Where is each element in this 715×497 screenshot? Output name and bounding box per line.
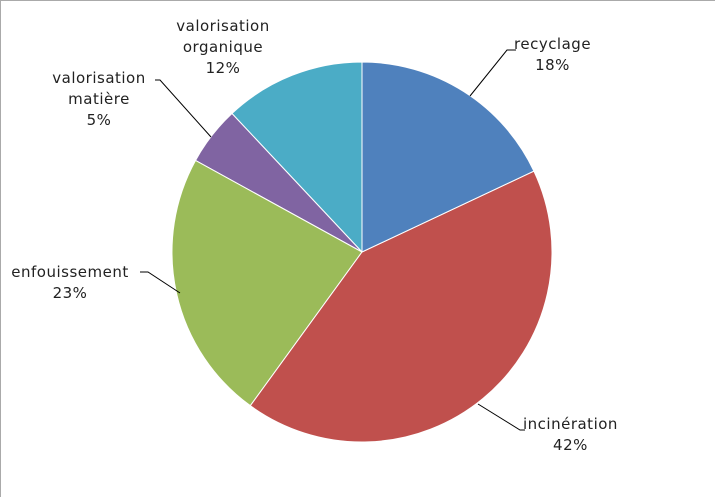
slice-label: valorisation organique 12% (158, 16, 288, 79)
leader-line (477, 403, 525, 431)
pie-slice (231, 61, 363, 254)
category-label: valorisation organique (176, 17, 270, 56)
value-label: 42% (553, 436, 588, 454)
slice-label: valorisation matière 5% (38, 68, 160, 131)
slice-label: incinération 42% (523, 414, 618, 456)
category-label: enfouissement (11, 263, 129, 281)
leader-line (140, 271, 181, 294)
value-label: 5% (86, 111, 112, 129)
pie-slice (249, 170, 553, 443)
category-label: recyclage (514, 35, 592, 53)
value-label: 23% (52, 284, 88, 302)
leader-lines (140, 49, 525, 431)
category-label: valorisation matière (52, 69, 146, 108)
value-label: 12% (205, 59, 241, 77)
leader-line (469, 49, 516, 97)
pie-slice (171, 159, 363, 407)
value-label: 18% (535, 56, 570, 74)
leader-line (155, 79, 212, 138)
category-label: incinération (523, 415, 618, 433)
slice-label: enfouissement 23% (6, 262, 134, 304)
pie-slice (361, 61, 535, 253)
slice-label: recyclage 18% (514, 34, 591, 76)
